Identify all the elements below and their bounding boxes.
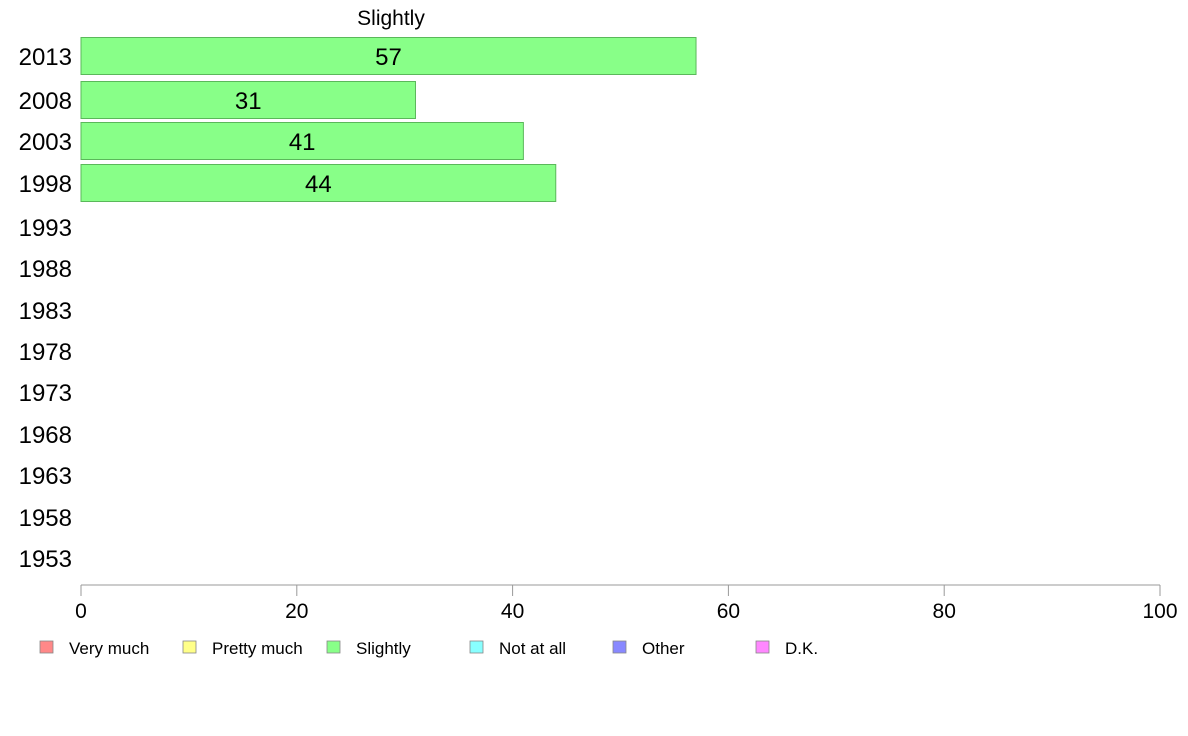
x-axis: 0 20 40 60 80 100 — [75, 584, 1178, 623]
legend-swatch — [182, 640, 197, 654]
category-label: 1958 — [19, 505, 72, 532]
legend-label: Not at all — [499, 639, 566, 658]
bars: 57 31 41 44 — [80, 37, 697, 202]
chart-title: Slightly — [357, 7, 425, 30]
category-label: 1953 — [19, 546, 72, 573]
category-label: 2003 — [19, 129, 72, 156]
category-label: 1998 — [19, 171, 72, 198]
legend-label: D.K. — [785, 639, 818, 658]
bar — [80, 164, 557, 202]
legend-label: Pretty much — [212, 639, 303, 658]
legend-swatch — [326, 640, 341, 654]
legend-swatch — [755, 640, 770, 654]
x-tick-label: 0 — [75, 600, 87, 623]
legend-label: Slightly — [356, 639, 411, 658]
legend-swatch — [612, 640, 627, 654]
category-label: 1973 — [19, 380, 72, 407]
category-label: 2013 — [19, 44, 72, 71]
bar — [80, 37, 697, 75]
category-label: 1978 — [19, 339, 72, 366]
legend-swatch — [469, 640, 484, 654]
bar — [80, 122, 524, 160]
x-tick-label: 60 — [717, 600, 740, 623]
bar-value-label: 44 — [305, 171, 332, 198]
category-label: 2008 — [19, 88, 72, 115]
x-tick-label: 40 — [501, 600, 524, 623]
category-label: 1983 — [19, 298, 72, 325]
category-label: 1968 — [19, 422, 72, 449]
legend-swatch — [39, 640, 54, 654]
category-label: 1993 — [19, 215, 72, 242]
legend-label: Other — [642, 639, 685, 658]
x-tick-label: 80 — [933, 600, 956, 623]
legend: Very much Pretty much Slightly Not at all Ot… — [39, 639, 818, 658]
bar-value-label: 57 — [375, 44, 402, 71]
bar-value-label: 41 — [289, 129, 316, 156]
x-tick-label: 100 — [1142, 600, 1177, 623]
x-tick-label: 20 — [285, 600, 308, 623]
category-label: 1988 — [19, 256, 72, 283]
category-labels: 2013 2008 2003 1998 1993 1988 1983 1978 1973 1968… — [19, 44, 72, 573]
category-label: 1963 — [19, 463, 72, 490]
bar — [80, 81, 416, 119]
legend-label: Very much — [69, 639, 149, 658]
bar-value-label: 31 — [235, 88, 262, 115]
